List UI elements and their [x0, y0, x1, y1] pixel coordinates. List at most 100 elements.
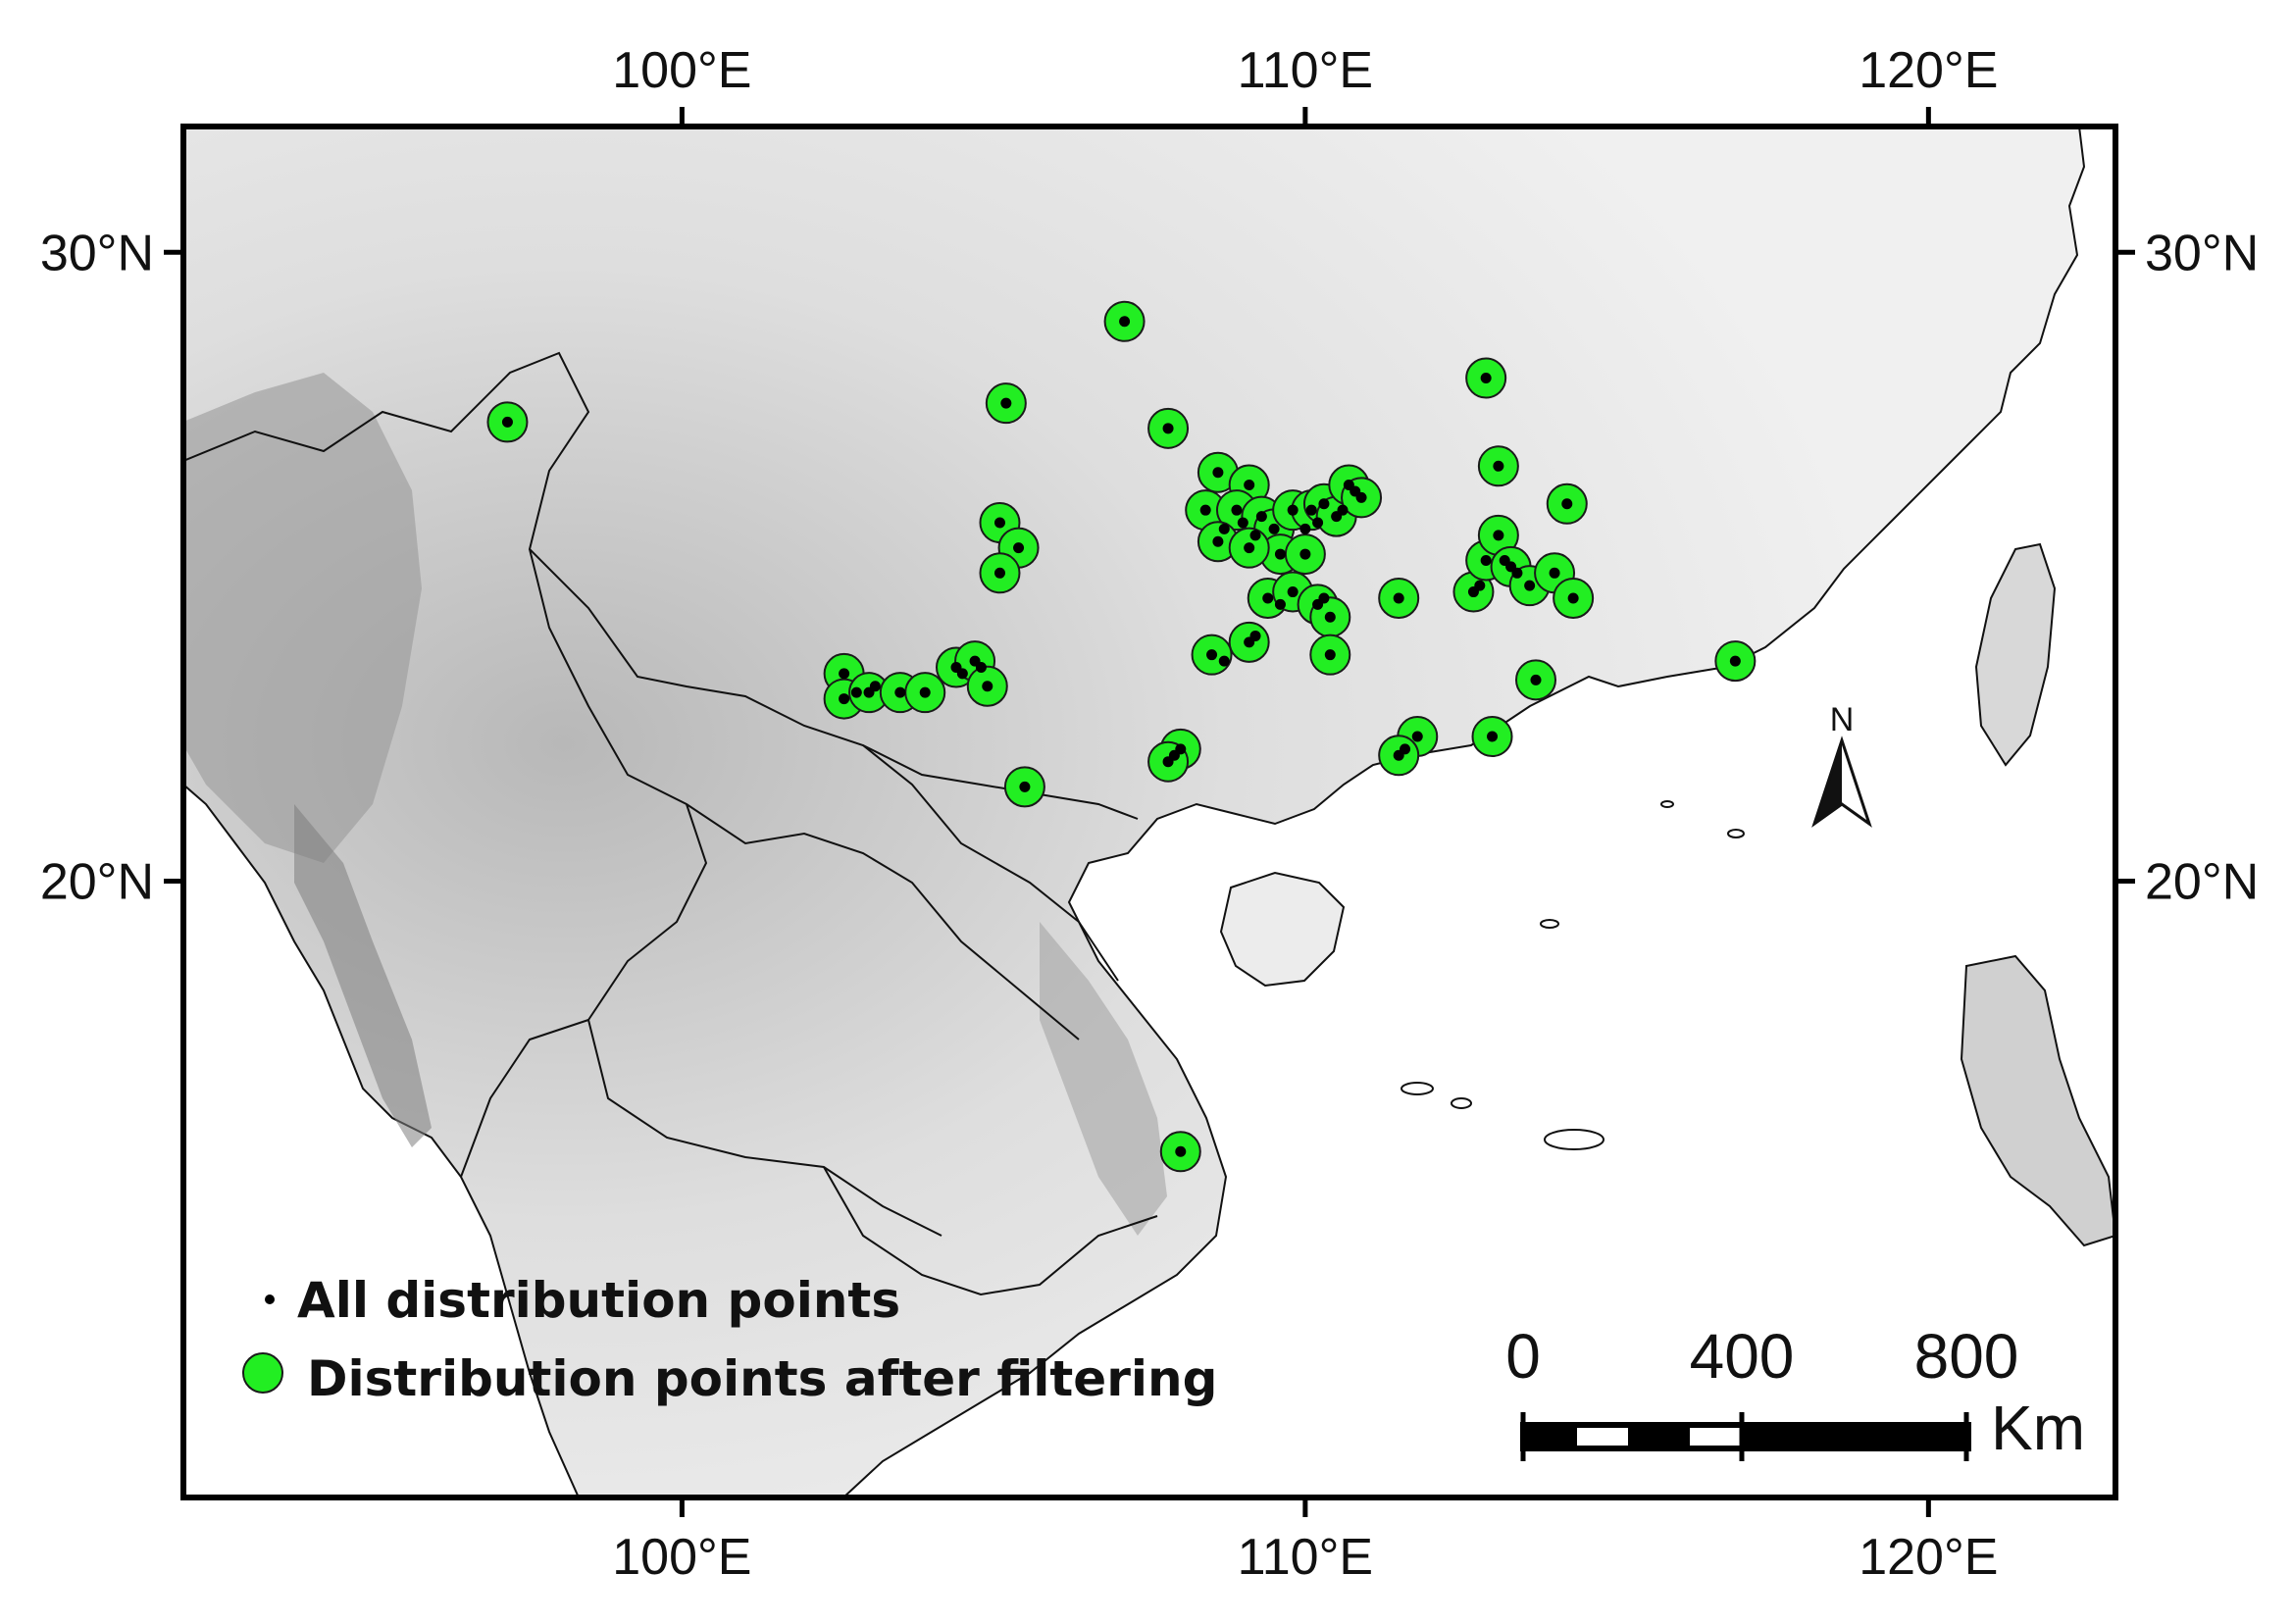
- islet: [1401, 1082, 1434, 1095]
- border-line: [586, 803, 942, 1237]
- distribution-point: [1499, 554, 1510, 566]
- axis-ticks: 100°E 100°E 110°E 110°E 120°E 120°E 30°N 30°N 20…: [40, 42, 2259, 1586]
- y-tick-label-left: 20°N: [40, 854, 154, 911]
- distribution-point: [1350, 485, 1361, 497]
- relief-shade-west: [183, 373, 422, 863]
- distribution-point: [1262, 592, 1274, 604]
- border-line: [862, 744, 1119, 982]
- distribution-point: [1218, 655, 1230, 667]
- distribution-point: [1287, 504, 1299, 516]
- distribution-point: [1511, 567, 1523, 579]
- distribution-point: [919, 686, 931, 698]
- distribution-point: [1299, 548, 1311, 560]
- distribution-point: [1013, 542, 1025, 554]
- distribution-point: [1493, 530, 1504, 541]
- distribution-point: [975, 662, 987, 674]
- distribution-point: [1237, 517, 1248, 529]
- distribution-point: [1212, 535, 1224, 547]
- scale-unit: Km: [1991, 1393, 2085, 1463]
- distribution-point: [956, 668, 968, 680]
- distribution-point: [850, 686, 862, 698]
- distribution-point: [1561, 498, 1573, 510]
- distribution-point: [1324, 649, 1336, 661]
- distribution-point: [1212, 467, 1224, 479]
- legend: All distribution points Distribution poi…: [242, 1272, 1217, 1407]
- y-tick-label-right: 20°N: [2145, 854, 2259, 911]
- distribution-point: [1411, 731, 1423, 742]
- legend-all-points-label: All distribution points: [297, 1272, 900, 1329]
- distribution-point: [501, 416, 513, 428]
- border-line: [823, 1166, 1158, 1296]
- distribution-point: [1393, 592, 1404, 604]
- scale-bar: 0 400 800 Km: [1505, 1321, 2085, 1463]
- distribution-point: [1206, 649, 1218, 661]
- islet: [1660, 800, 1674, 808]
- legend-filtered-points-label: Distribution points after filtering: [307, 1350, 1217, 1407]
- x-tick-label-bottom: 120°E: [1859, 1529, 1998, 1586]
- x-tick-label-bottom: 110°E: [1238, 1529, 1373, 1586]
- distribution-point: [1318, 592, 1330, 604]
- north-arrow-shape: [1811, 736, 1872, 828]
- distribution-point: [894, 686, 906, 698]
- distribution-point: [1249, 530, 1261, 541]
- distribution-point: [1487, 731, 1499, 742]
- x-tick-label-top: 110°E: [1238, 42, 1373, 99]
- all-points-layer: [501, 316, 1741, 1157]
- distribution-point: [1168, 749, 1180, 761]
- distribution-point: [1218, 523, 1230, 534]
- mainland-land: [183, 127, 2086, 1497]
- legend-all-points-symbol: [265, 1294, 275, 1304]
- scale-label-400: 400: [1690, 1321, 1795, 1392]
- distribution-point: [982, 681, 993, 692]
- distribution-point: [1480, 373, 1492, 384]
- distribution-point: [1474, 580, 1486, 591]
- distribution-point: [839, 693, 850, 705]
- taiwan-island: [1974, 542, 2057, 767]
- distribution-point: [1274, 548, 1286, 560]
- legend-filtered-points-symbol: [242, 1352, 283, 1394]
- distribution-point: [1255, 511, 1267, 523]
- y-tick-label-right: 30°N: [2145, 225, 2259, 281]
- distribution-point: [1175, 1145, 1187, 1157]
- distribution-point: [1530, 674, 1542, 685]
- scale-bar-segment: [1690, 1428, 1741, 1446]
- distribution-point: [1287, 586, 1299, 598]
- relief-shade-ridge: [294, 804, 432, 1147]
- scale-label-800: 800: [1914, 1321, 2019, 1392]
- distribution-point: [1318, 498, 1330, 510]
- map-border: [180, 124, 2118, 1500]
- distribution-point: [993, 517, 1005, 529]
- distribution-point: [1324, 611, 1336, 623]
- islet: [1727, 829, 1745, 838]
- border-line: [183, 351, 1139, 820]
- hainan-island: [1219, 871, 1346, 988]
- scale-bar-segment: [1577, 1428, 1628, 1446]
- north-arrow: N: [1811, 701, 1872, 828]
- distribution-point: [1337, 504, 1349, 516]
- x-tick-label-bottom: 100°E: [612, 1529, 751, 1586]
- x-tick-label-top: 100°E: [612, 42, 751, 99]
- map-frame: [183, 127, 2115, 1497]
- distribution-point: [1312, 517, 1324, 529]
- distribution-point: [1119, 316, 1131, 328]
- distribution-point: [1268, 523, 1280, 534]
- distribution-point: [1480, 554, 1492, 566]
- distribution-point: [1274, 598, 1286, 610]
- scale-label-0: 0: [1505, 1321, 1541, 1392]
- distribution-point: [1199, 504, 1211, 516]
- distribution-point: [1162, 423, 1174, 434]
- islet: [1451, 1097, 1472, 1109]
- north-arrow-label: N: [1830, 701, 1855, 738]
- x-tick-label-top: 120°E: [1859, 42, 1998, 99]
- luzon-island: [1960, 954, 2115, 1247]
- distribution-point: [1299, 523, 1311, 534]
- small-islets: [1401, 800, 1745, 1150]
- border-line: [529, 548, 1080, 1040]
- distribution-point: [1524, 580, 1536, 591]
- distribution-point: [839, 668, 850, 680]
- distribution-point: [1729, 655, 1741, 667]
- distribution-point: [1549, 567, 1560, 579]
- y-tick-label-left: 30°N: [40, 225, 154, 281]
- distribution-point: [1567, 592, 1579, 604]
